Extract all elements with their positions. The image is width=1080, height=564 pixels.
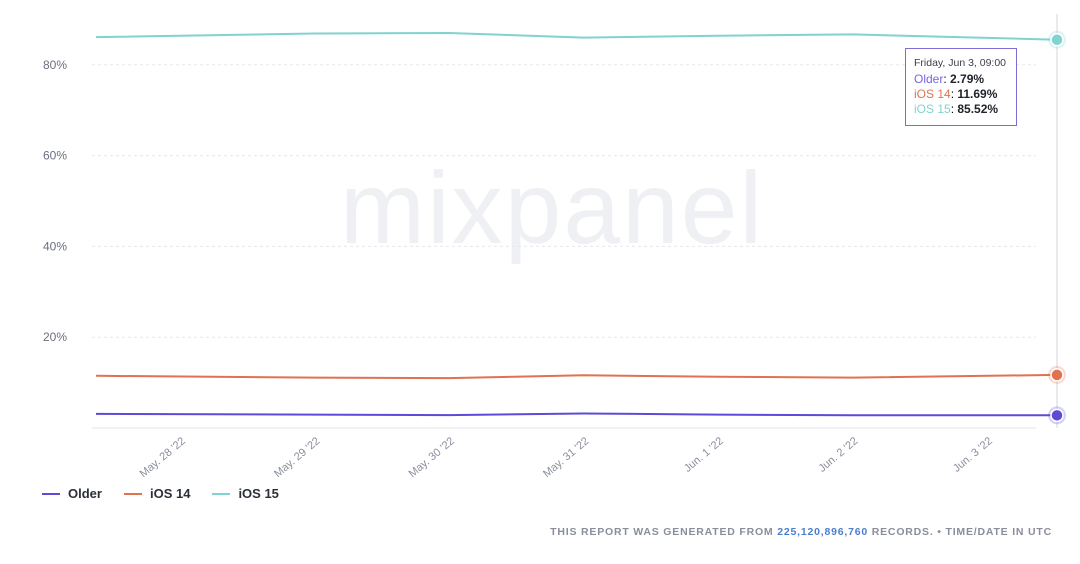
- x-tick-label: Jun. 2 '22: [816, 435, 860, 475]
- legend-swatch: [212, 492, 231, 495]
- x-tick-label: May. 28 '22: [138, 435, 188, 480]
- tooltip-value: 11.69%: [957, 87, 998, 101]
- report-footer: THIS REPORT WAS GENERATED FROM 225,120,8…: [550, 526, 1052, 538]
- x-axis-ticks: May. 28 '22 May. 29 '22 May. 30 '22 May. 31…: [138, 435, 995, 480]
- series-markers: [1048, 30, 1066, 425]
- series-line-older: [95, 412, 1057, 417]
- tooltip-label: iOS 15: [914, 102, 951, 116]
- tooltip-title: Friday, Jun 3, 09:00: [914, 57, 1007, 69]
- legend-item-ios15[interactable]: iOS 15: [212, 486, 279, 501]
- x-tick-label: May. 30 '22: [407, 435, 457, 480]
- footer-prefix: THIS REPORT WAS GENERATED FROM: [550, 526, 778, 538]
- y-axis-ticks: 20% 40% 60% 80%: [43, 58, 67, 344]
- tooltip-label: iOS 14: [914, 87, 951, 101]
- legend-label: iOS 15: [238, 486, 279, 501]
- tooltip-label: Older: [914, 72, 944, 86]
- legend-item-older[interactable]: Older: [42, 486, 102, 501]
- x-tick-label: May. 29 '22: [272, 435, 322, 480]
- y-tick-label: 80%: [43, 58, 67, 72]
- legend-swatch: [123, 492, 142, 495]
- x-tick-label: May. 31 '22: [541, 435, 591, 480]
- tooltip-value: 2.79%: [950, 72, 985, 86]
- data-point-ios-15: [1050, 32, 1064, 47]
- series-line-ios-15: [95, 32, 1058, 41]
- legend-label: Older: [68, 486, 102, 501]
- y-tick-label: 40%: [43, 239, 67, 253]
- legend-item-ios14[interactable]: iOS 14: [123, 486, 191, 501]
- x-tick-label: Jun. 3 '22: [951, 435, 995, 475]
- series-line-ios-14: [95, 373, 1058, 380]
- footer-suffix: RECORDS. • TIME/DATE IN UTC: [868, 526, 1052, 538]
- x-tick-label: Jun. 1 '22: [682, 435, 726, 475]
- tooltip-row-ios14: iOS 14: 11.69%: [914, 87, 998, 101]
- series-lines: [95, 32, 1058, 417]
- record-count: 225,120,896,760: [777, 526, 869, 538]
- tooltip-value: 85.52%: [957, 102, 999, 116]
- data-point-older: [1050, 408, 1064, 423]
- chart-legend: Older iOS 14 iOS 15: [42, 486, 279, 501]
- tooltip-row-ios15: iOS 15: 85.52%: [914, 102, 999, 116]
- legend-swatch: [42, 492, 60, 495]
- y-tick-label: 60%: [43, 149, 67, 163]
- grid-lines: [92, 14, 1058, 429]
- legend-label: iOS 14: [149, 486, 191, 501]
- y-tick-label: 20%: [43, 330, 67, 344]
- data-point-ios-14: [1050, 368, 1064, 382]
- hover-tooltip: Friday, Jun 3, 09:00 Older: 2.79% iOS 14…: [905, 48, 1017, 126]
- tooltip-row-older: Older: 2.79%: [914, 72, 985, 86]
